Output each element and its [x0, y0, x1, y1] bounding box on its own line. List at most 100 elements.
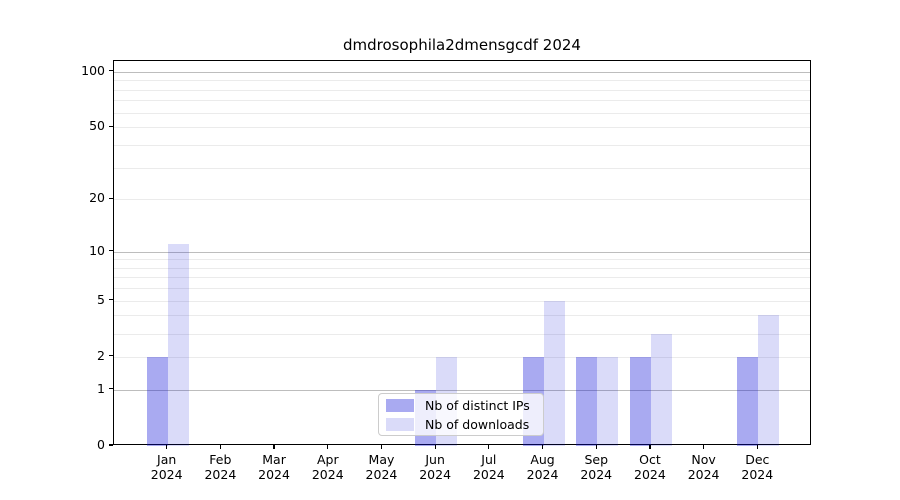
x-tick-month: Oct [639, 452, 661, 467]
bar-downloads-sep [597, 356, 619, 446]
x-tick-mark [380, 445, 383, 449]
x-tick-month: May [368, 452, 395, 467]
bar-downloads-oct [650, 333, 672, 446]
x-tick-year: 2024 [150, 467, 183, 482]
legend-label-downloads: Nb of downloads [425, 416, 530, 432]
x-tick-year: 2024 [741, 467, 774, 482]
minor-gridline [114, 167, 810, 169]
minor-gridline [114, 144, 810, 146]
x-tick-label: May 2024 [341, 452, 421, 482]
x-tick-month: Aug [530, 452, 555, 467]
minor-gridline [114, 112, 810, 114]
major-gridline [114, 251, 810, 253]
x-tick-year: 2024 [580, 467, 613, 482]
chart-title: dmdrosophila2dmensgcdf 2024 [343, 36, 581, 54]
y-tick-label: 0 [97, 437, 105, 452]
x-tick-label: Dec 2024 [717, 452, 797, 482]
y-tick-label: 10 [89, 242, 105, 258]
x-tick-month: Mar [262, 452, 286, 467]
x-tick-label: Feb 2024 [180, 452, 260, 482]
x-tick-year: 2024 [687, 467, 720, 482]
y-tick-label: 50 [89, 118, 105, 134]
legend-label-distinct-ips: Nb of distinct IPs [425, 397, 530, 413]
x-tick-label: Jul 2024 [449, 452, 529, 482]
legend-swatch-downloads [386, 417, 414, 431]
minor-gridline [114, 288, 810, 290]
minor-gridline [114, 100, 810, 102]
minor-gridline [114, 199, 810, 201]
y-tick-mark [109, 125, 113, 127]
x-tick-mark [166, 445, 168, 449]
minor-gridline [114, 259, 810, 261]
x-tick-mark [488, 445, 490, 449]
plot-area [113, 60, 811, 446]
bar-distinct-ips-sep [576, 356, 598, 446]
major-gridline [114, 71, 810, 73]
x-tick-year: 2024 [472, 467, 505, 482]
x-tick-mark [434, 445, 436, 449]
y-tick-label: 5 [97, 291, 105, 307]
bar-downloads-jan [167, 244, 189, 446]
bar-downloads-dec [758, 315, 780, 446]
y-tick-mark [109, 355, 113, 357]
legend-row-distinct-ips: Nb of distinct IPs [386, 398, 536, 413]
y-tick-mark [109, 299, 113, 301]
x-tick-year: 2024 [419, 467, 452, 482]
legend-swatch-distinct-ips [386, 398, 414, 412]
y-tick-mark [109, 444, 113, 446]
x-tick-label: Nov 2024 [664, 452, 744, 482]
y-tick-mark [109, 70, 113, 72]
minor-gridline [114, 315, 810, 317]
legend-row-downloads: Nb of downloads [386, 417, 536, 432]
bar-distinct-ips-oct [629, 356, 651, 446]
x-tick-year: 2024 [634, 467, 666, 482]
y-tick-label: 20 [89, 190, 105, 206]
x-tick-mark [327, 445, 329, 449]
minor-gridline [114, 89, 810, 91]
x-tick-year: 2024 [365, 467, 398, 482]
x-tick-mark [219, 445, 221, 449]
x-tick-year: 2024 [204, 467, 237, 482]
x-tick-mark [595, 445, 597, 449]
y-tick-label: 2 [97, 347, 105, 363]
x-tick-label: Jan 2024 [127, 452, 207, 482]
x-tick-mark [273, 445, 275, 449]
minor-gridline [114, 300, 810, 302]
x-tick-month: Jun [425, 452, 445, 467]
x-tick-mark [703, 445, 705, 449]
x-tick-month: Nov [691, 452, 716, 467]
minor-gridline [114, 80, 810, 82]
x-tick-mark [649, 445, 651, 449]
x-tick-month: Jul [481, 452, 497, 467]
x-tick-year: 2024 [311, 467, 344, 482]
bar-downloads-aug [543, 300, 565, 446]
x-tick-month: Apr [316, 452, 339, 467]
x-tick-label: Apr 2024 [288, 452, 368, 482]
legend: Nb of distinct IPs Nb of downloads [378, 393, 544, 436]
minor-gridline [114, 277, 810, 279]
x-tick-label: Sep 2024 [556, 452, 636, 482]
y-tick-mark [109, 388, 113, 390]
y-tick-mark [109, 197, 113, 199]
major-gridline [114, 389, 810, 391]
x-tick-mark [756, 445, 758, 449]
bar-distinct-ips-dec [737, 356, 759, 446]
x-tick-mark [541, 445, 544, 449]
x-tick-label: Oct 2024 [610, 452, 690, 482]
minor-gridline [114, 267, 810, 269]
x-tick-label: Aug 2024 [503, 452, 583, 482]
x-tick-month: Dec [745, 452, 770, 467]
minor-gridline [114, 333, 810, 335]
minor-gridline [114, 356, 810, 358]
x-tick-month: Sep [584, 452, 608, 467]
y-tick-label: 100 [81, 62, 105, 78]
x-tick-month: Feb [209, 452, 232, 467]
x-tick-label: Mar 2024 [234, 452, 314, 482]
minor-gridline [114, 127, 810, 129]
y-tick-label: 1 [97, 380, 105, 396]
x-tick-label: Jun 2024 [395, 452, 475, 482]
bar-distinct-ips-jan [146, 356, 168, 446]
x-tick-year: 2024 [526, 467, 559, 482]
y-tick-mark [109, 249, 113, 252]
